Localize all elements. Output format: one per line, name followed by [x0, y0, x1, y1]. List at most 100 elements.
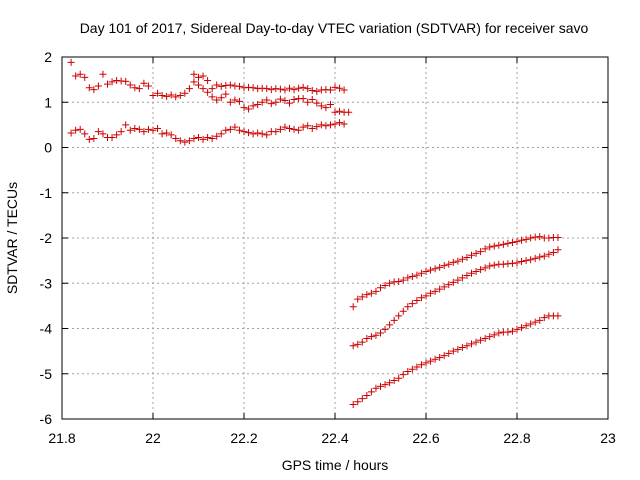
series-3 [67, 119, 348, 146]
data-point [313, 99, 321, 107]
data-point [204, 88, 212, 96]
data-point [449, 258, 457, 266]
data-point [408, 300, 416, 308]
data-point [176, 137, 184, 145]
data-point [76, 125, 84, 133]
data-point [222, 90, 230, 98]
x-axis-label: GPS time / hours [282, 457, 389, 473]
data-point [422, 267, 430, 275]
data-point [554, 312, 562, 320]
data-point [354, 340, 362, 348]
data-point [226, 81, 234, 89]
data-point [254, 101, 262, 109]
y-tick-label: -2 [40, 230, 53, 246]
data-point [336, 107, 344, 115]
data-point [381, 381, 389, 389]
data-point [304, 122, 312, 130]
data-point [213, 96, 221, 104]
data-point [522, 257, 530, 265]
x-tick-label: 22.6 [412, 430, 439, 446]
data-point [240, 128, 248, 136]
data-point [213, 81, 221, 89]
data-point [249, 130, 257, 138]
series-2 [190, 78, 353, 116]
data-point [481, 245, 489, 253]
data-point [317, 102, 325, 110]
data-point [390, 377, 398, 385]
data-point [158, 130, 166, 138]
data-point [85, 135, 93, 143]
data-point [445, 281, 453, 289]
data-point [354, 295, 362, 303]
data-point [449, 347, 457, 355]
data-point [149, 126, 157, 134]
data-point [154, 124, 162, 132]
data-point [518, 258, 526, 266]
data-point [372, 331, 380, 339]
data-point [217, 82, 225, 90]
data-point [468, 269, 475, 277]
data-point [349, 303, 357, 311]
data-point [495, 241, 503, 249]
data-point [390, 316, 398, 324]
data-point [404, 367, 412, 375]
data-point [486, 333, 494, 341]
data-point [440, 352, 448, 360]
data-point [481, 264, 489, 272]
data-point [72, 72, 80, 80]
data-point [477, 336, 485, 344]
data-point [254, 129, 262, 137]
data-point [299, 83, 307, 91]
x-tick-label: 22 [145, 430, 161, 446]
data-point [399, 371, 407, 379]
data-point [536, 316, 544, 324]
data-point [222, 126, 230, 134]
data-point [340, 120, 348, 128]
data-point [295, 126, 303, 134]
data-point [199, 85, 207, 93]
data-point [554, 234, 562, 242]
data-point [336, 119, 344, 127]
data-point [258, 98, 266, 106]
data-point [81, 130, 89, 138]
data-point [395, 374, 403, 382]
data-point [195, 73, 202, 81]
data-point [185, 85, 193, 93]
data-point [231, 123, 239, 131]
data-point [458, 255, 466, 263]
data-point [322, 104, 330, 112]
data-point [94, 82, 102, 90]
data-point [131, 124, 139, 132]
y-tick-label: 0 [44, 140, 52, 156]
data-point [199, 72, 207, 80]
data-point [399, 276, 407, 284]
data-point [204, 77, 212, 85]
data-point [381, 282, 389, 290]
data-point [90, 86, 98, 94]
data-point [190, 134, 198, 142]
data-point [522, 235, 530, 243]
data-point [313, 87, 321, 95]
data-point [317, 121, 325, 129]
data-point [299, 95, 307, 103]
data-point [263, 85, 271, 93]
data-point [267, 86, 275, 94]
data-point [372, 384, 380, 392]
data-point [463, 253, 471, 261]
data-point [540, 314, 548, 322]
data-point [172, 134, 180, 142]
data-point [149, 91, 157, 99]
data-point [108, 78, 116, 86]
data-point [249, 102, 257, 110]
data-point [440, 283, 448, 291]
data-point [245, 105, 253, 113]
data-point [440, 262, 448, 270]
data-point [363, 391, 371, 399]
data-point [445, 260, 453, 268]
data-point [349, 342, 357, 350]
data-point [190, 78, 198, 86]
y-tick-label: -1 [40, 185, 53, 201]
data-point [413, 271, 421, 279]
data-point [472, 267, 480, 275]
data-point [167, 131, 175, 139]
